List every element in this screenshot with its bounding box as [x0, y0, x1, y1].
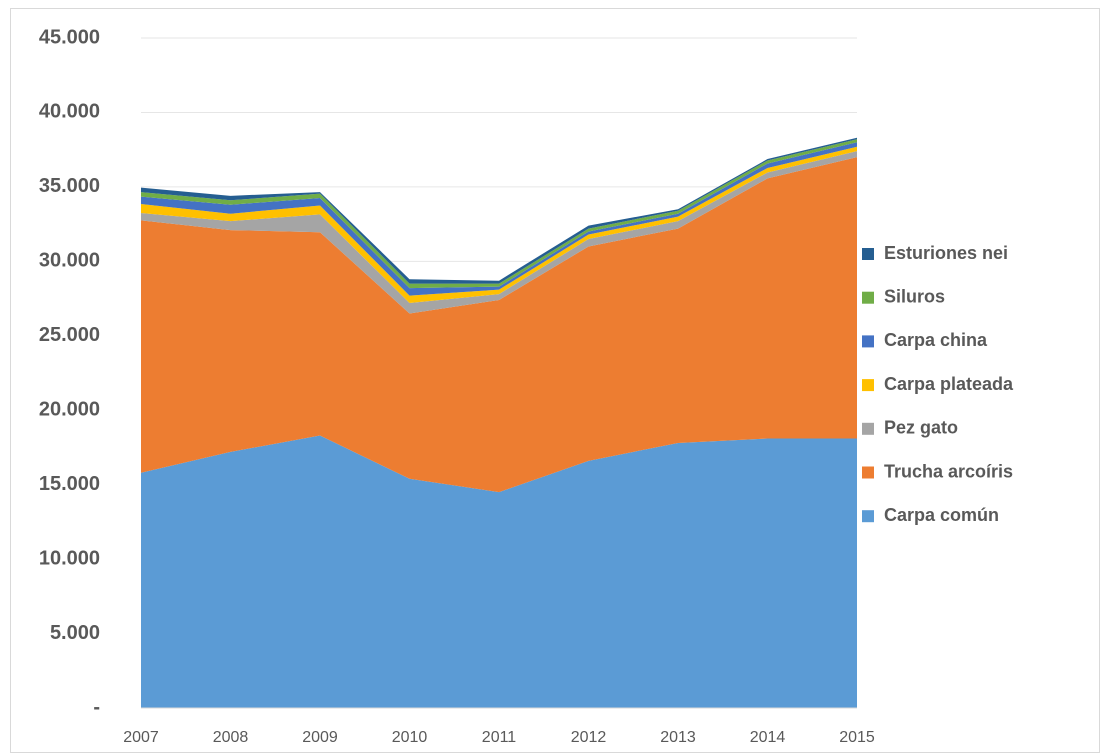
legend-label: Carpa plateada [884, 374, 1014, 394]
legend-swatch [862, 379, 874, 392]
x-tick-label: 2011 [482, 729, 517, 746]
legend-label: Pez gato [884, 418, 958, 438]
area [141, 435, 857, 708]
y-tick-label: - [93, 696, 100, 718]
y-tick-label: 25.000 [39, 324, 100, 346]
legend-swatch [862, 335, 874, 348]
legend-swatch [862, 510, 874, 523]
legend-swatch [862, 291, 874, 304]
chart-frame [10, 8, 1100, 753]
y-tick-label: 45.000 [39, 26, 100, 48]
legend-label: Carpa común [884, 505, 999, 525]
x-tick-label: 2009 [302, 729, 338, 746]
x-tick-label: 2007 [123, 729, 159, 746]
area [141, 157, 857, 493]
x-tick-label: 2012 [571, 729, 607, 746]
y-tick-label: 35.000 [39, 175, 100, 197]
legend-swatch [862, 248, 874, 260]
x-tick-label: 2014 [750, 729, 786, 746]
y-tick-label: 15.000 [39, 473, 100, 495]
y-tick-label: 5.000 [50, 622, 100, 644]
x-tick-label: 2010 [392, 729, 428, 746]
y-tick-label: 20.000 [39, 399, 100, 421]
legend-label: Trucha arcoíris [884, 461, 1013, 481]
y-tick-label: 40.000 [39, 101, 100, 123]
legend-label: Esturiones nei [884, 243, 1008, 263]
legend-swatch [862, 466, 874, 479]
x-tick-label: 2008 [213, 729, 249, 746]
legend-label: Siluros [884, 286, 945, 306]
y-tick-label: 30.000 [39, 250, 100, 272]
legend-swatch [862, 422, 874, 435]
legend-label: Carpa china [884, 330, 988, 350]
y-tick-label: 10.000 [39, 547, 100, 569]
x-tick-label: 2015 [839, 729, 875, 746]
x-tick-label: 2013 [660, 729, 696, 746]
